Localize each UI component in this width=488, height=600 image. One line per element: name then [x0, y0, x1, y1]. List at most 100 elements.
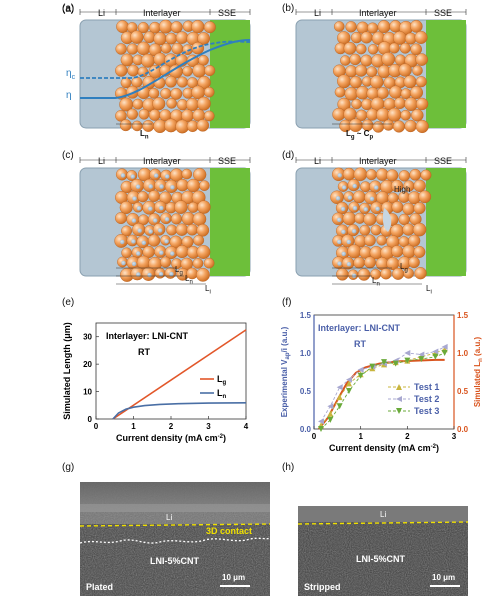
data-point [346, 388, 352, 394]
c-interlayer: Interlayer [143, 156, 181, 166]
x-tick-label: 4 [244, 422, 249, 431]
x-tick-label: 1 [131, 422, 136, 431]
y-right-tick-label: 0.0 [457, 425, 469, 434]
lg-cp-label-b: Lg ~ Cp [346, 129, 374, 141]
data-point [327, 416, 334, 423]
sem-image-plated: Li 3D contact LNI-5%CNT Plated 10 μm [80, 482, 270, 596]
lg-label-d: Lg [400, 262, 408, 274]
x-tick-label: 0 [94, 422, 99, 431]
x-tick-label: 2 [405, 432, 410, 441]
eta-label: η [66, 90, 72, 101]
chart-f-title: Interlayer: LNI-CNT [318, 323, 401, 333]
y-tick-label: 0 [88, 415, 93, 424]
x-axis-label: Current density (mA cm-2) [329, 443, 439, 453]
y-left-axis-label: Experimental Vap/i (a.u.) [280, 326, 291, 417]
label-h: (h) [282, 462, 295, 473]
data-point [441, 343, 448, 350]
ln-label-c: Ln [185, 274, 193, 286]
data-point [357, 366, 364, 373]
d-interlayer: Interlayer [359, 156, 397, 166]
data-point [357, 372, 364, 379]
legend-marker [396, 384, 402, 390]
schematic-d [295, 157, 467, 285]
label-g: (g) [62, 462, 75, 473]
chart-f: 0 1 2 30.0 0.00.5 0.51.0 1.01.5 1.5Interlayer: … [280, 311, 484, 453]
data-point [392, 360, 399, 367]
schematic-a: (a) [62, 4, 74, 15]
label-a: (a) [62, 3, 75, 14]
a-li: Li [98, 8, 106, 18]
a-interlayer: Interlayer [143, 8, 181, 18]
schematic-a [79, 9, 251, 134]
ln-label-a: Ln [140, 129, 149, 141]
y-left-tick-label: 0.0 [300, 425, 312, 434]
sem-h-material: LNI-5%CNT [356, 554, 406, 564]
high-label: High [394, 185, 411, 194]
c-sse: SSE [218, 156, 237, 166]
series-line-Test 3 [320, 352, 445, 430]
data-point [327, 410, 334, 417]
label-f: (f) [282, 297, 292, 308]
sem-h-scale: 10 μm [432, 573, 455, 582]
legend-label: Lg [217, 374, 227, 386]
legend-label: Test 3 [414, 406, 439, 416]
data-point [346, 380, 352, 387]
y-left-tick-label: 0.5 [300, 387, 312, 396]
data-point [418, 351, 425, 358]
chart-e: 0 1 2 3 4 0 10 20 30 Interlayer: LNI-CNT RT Lg Ln Cur… [62, 322, 249, 443]
legend-label: Ln [217, 388, 227, 400]
x-tick-label: 3 [452, 432, 457, 441]
d-sse: SSE [434, 156, 453, 166]
legend-label: Test 1 [414, 382, 439, 392]
sem-g-scale: 10 μm [222, 573, 245, 582]
data-point [432, 353, 439, 360]
y-tick-label: 20 [83, 360, 92, 369]
data-point [418, 356, 425, 363]
sem-h-mode: Stripped [304, 582, 341, 592]
panel-label: (a) [62, 4, 74, 15]
schematic-b [295, 9, 467, 134]
sem-g-material: LNI-5%CNT [150, 556, 200, 566]
sem-h-li: Li [380, 510, 386, 519]
y-left-tick-label: 1.5 [300, 311, 312, 320]
y-tick-label: 10 [83, 388, 92, 397]
data-point [336, 384, 343, 391]
sem-image-stripped: Li LNI-5%CNT Stripped 10 μm [298, 482, 468, 596]
label-e: (e) [62, 297, 75, 308]
data-point [318, 418, 324, 425]
c-li: Li [98, 156, 106, 166]
eta-c-label: ηc [66, 68, 76, 81]
sem-g-li: Li [166, 513, 172, 522]
series-line-Lg [112, 329, 247, 420]
y-left-tick-label: 1.0 [300, 349, 312, 358]
x-axis-label: Current density (mA cm-2) [116, 433, 226, 443]
data-point [404, 350, 411, 356]
legend-marker [396, 408, 402, 414]
ln-label-d: Ln [372, 276, 380, 288]
data-point [432, 348, 439, 355]
label-c: (c) [62, 150, 74, 161]
schematic-c [79, 157, 251, 285]
data-point [441, 350, 448, 356]
data-point [404, 357, 411, 364]
legend-marker [396, 396, 402, 402]
panel-a: (a) [60, 0, 255, 145]
label-d: (d) [282, 150, 295, 161]
d-li: Li [314, 156, 322, 166]
chart-e-subtitle: RT [138, 347, 150, 357]
sem-g-mode: Plated [86, 582, 113, 592]
li-label-c: Li [205, 284, 211, 296]
x-tick-label: 2 [169, 422, 174, 431]
lg-label-c: Lg [175, 265, 183, 277]
y-right-tick-label: 1.5 [457, 311, 469, 320]
b-interlayer: Interlayer [359, 8, 397, 18]
b-li: Li [314, 8, 322, 18]
a-sse: SSE [218, 8, 237, 18]
data-point [381, 359, 387, 366]
data-point [346, 376, 352, 383]
x-tick-label: 3 [206, 422, 211, 431]
y-right-axis-label: Simulated Ln (a.u.) [473, 336, 484, 407]
x-tick-label: 1 [358, 432, 363, 441]
y-right-tick-label: 1.0 [457, 349, 469, 358]
sem-g-contact: 3D contact [206, 526, 252, 536]
